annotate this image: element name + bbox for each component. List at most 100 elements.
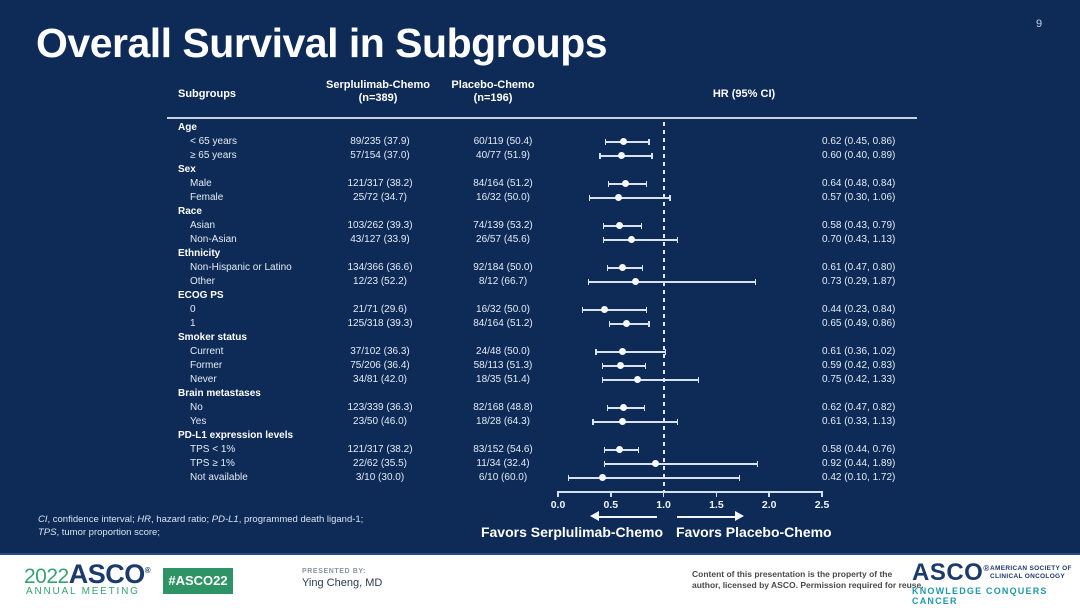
table-header-rule — [167, 117, 917, 119]
table-row: Asian 103/262 (39.3) 74/139 (53.2) 0.58 (0.… — [0, 219, 1080, 233]
table-row: Race — [0, 205, 1080, 219]
ci-cap-low — [581, 307, 584, 313]
x-axis-tick — [821, 491, 823, 497]
row-label: Current — [190, 346, 224, 357]
row-label: ≥ 65 years — [190, 150, 237, 161]
column-header-arm1-n: (n=389) — [358, 92, 398, 104]
table-row: 0 21/71 (29.6) 16/32 (50.0) 0.44 (0.23, 0.8… — [0, 303, 1080, 317]
hr-point — [598, 474, 606, 481]
hr-point — [600, 306, 608, 313]
hr-point — [615, 446, 623, 453]
ci-cap-high — [669, 195, 671, 201]
favors-right-arrow-line — [677, 516, 735, 518]
hr-point — [618, 418, 626, 425]
table-row: Sex — [0, 163, 1080, 177]
row-label: Former — [190, 360, 223, 371]
ci-cap-high — [697, 377, 700, 383]
arm2-value: 24/48 (50.0) — [476, 346, 530, 357]
ci-cap-low — [601, 377, 604, 383]
hr-value: 0.61 (0.36, 1.02) — [822, 346, 896, 357]
row-label: < 65 years — [190, 136, 237, 147]
hr-point — [618, 264, 626, 271]
footnote-line2: TPS, tumor proportion score; — [38, 526, 160, 538]
column-header-arm1: Serplulimab-Chemo (n=389) — [303, 79, 453, 105]
disclaimer: Content of this presentation is the prop… — [692, 569, 924, 590]
table-row: Yes 23/50 (46.0) 18/28 (64.3) 0.61 (0.33, 1… — [0, 415, 1080, 429]
hr-point — [619, 138, 627, 145]
ci-whisker — [568, 477, 740, 479]
hr-point — [614, 194, 622, 201]
hr-value: 0.92 (0.44, 1.89) — [822, 458, 896, 469]
arm1-value: 57/154 (37.0) — [350, 150, 410, 161]
hr-value: 0.59 (0.42, 0.83) — [822, 360, 896, 371]
arm2-value: 74/139 (53.2) — [473, 220, 533, 231]
hashtag-badge: #ASCO22 — [163, 568, 233, 594]
ci-cap-low — [602, 223, 605, 229]
favors-left-label: Favors Serplulimab-Chemo — [480, 524, 663, 540]
x-axis-tick — [557, 491, 559, 497]
logo-asco-wordmark: ASCO® — [68, 559, 151, 589]
arm2-value: 6/10 (60.0) — [478, 472, 528, 483]
arm1-value: 3/10 (30.0) — [355, 472, 405, 483]
hr-value: 0.57 (0.30, 1.06) — [822, 192, 896, 203]
ci-whisker — [604, 463, 758, 465]
x-axis-tick-label: 2.0 — [761, 499, 777, 511]
ci-whisker — [600, 155, 652, 157]
ci-cap-high — [640, 223, 643, 229]
hr-value: 0.65 (0.49, 0.86) — [822, 318, 896, 329]
row-label: Sex — [178, 164, 196, 175]
ci-cap-low — [603, 461, 606, 467]
x-axis-tick-label: 1.5 — [709, 499, 724, 511]
ci-cap-low — [603, 447, 606, 453]
arm2-value: 58/113 (51.3) — [473, 360, 533, 371]
ci-cap-low — [604, 139, 607, 145]
ci-cap-high — [648, 139, 650, 145]
hr-point — [623, 320, 631, 327]
favors-right-arrow-icon — [735, 511, 744, 521]
x-axis-tick — [610, 491, 612, 497]
column-header-hr: HR (95% CI) — [712, 88, 776, 100]
hr-point — [617, 152, 625, 159]
row-label: Non-Hispanic or Latino — [190, 262, 292, 273]
hr-value: 0.58 (0.44, 0.76) — [822, 444, 896, 455]
ci-whisker — [605, 141, 649, 143]
table-row: Male 121/317 (38.2) 84/164 (51.2) 0.64 (0.4… — [0, 177, 1080, 191]
row-label: Age — [178, 122, 197, 133]
footnote-line1: CI, confidence interval; HR, hazard rati… — [38, 514, 364, 525]
x-axis-tick-label: 2.5 — [814, 499, 830, 511]
ci-cap-low — [606, 405, 609, 411]
row-label: No — [190, 402, 203, 413]
row-label: ECOG PS — [178, 290, 224, 301]
ci-cap-low — [592, 419, 594, 425]
arm2-value: 8/12 (66.7) — [478, 276, 528, 287]
x-axis-tick — [768, 491, 770, 497]
hr-point — [631, 278, 639, 285]
hr-point — [628, 236, 636, 243]
hr-value: 0.62 (0.47, 0.82) — [822, 402, 896, 413]
arm1-value: 121/317 (38.2) — [347, 178, 413, 189]
arm2-value: 18/28 (64.3) — [476, 416, 530, 427]
row-label: Yes — [190, 416, 207, 427]
ci-whisker — [602, 379, 699, 381]
hr-point — [616, 362, 624, 369]
arm2-value: 18/35 (51.4) — [476, 374, 530, 385]
hr-point — [622, 180, 630, 187]
ci-cap-low — [601, 363, 604, 369]
x-axis-tick-label: 0.5 — [603, 499, 619, 511]
arm2-value: 40/77 (51.9) — [476, 150, 530, 161]
arm1-value: 75/206 (36.4) — [350, 360, 410, 371]
ci-whisker — [592, 421, 678, 423]
disclaimer-line1: Content of this presentation is the prop… — [692, 569, 893, 579]
row-label: Other — [190, 276, 216, 287]
arm1-value: 89/235 (37.9) — [350, 136, 410, 147]
arm1-value: 23/50 (46.0) — [353, 416, 407, 427]
table-row: Female 25/72 (34.7) 16/32 (50.0) 0.57 (0.30… — [0, 191, 1080, 205]
ci-cap-high — [651, 153, 653, 159]
table-row: Other 12/23 (52.2) 8/12 (66.7) 0.73 (0.29, … — [0, 275, 1080, 289]
arm2-value: 84/164 (51.2) — [473, 318, 533, 329]
column-header-subgroups: Subgroups — [178, 88, 237, 100]
row-label: PD-L1 expression levels — [178, 430, 294, 441]
arm2-value: 92/184 (50.0) — [473, 262, 533, 273]
page-title: Overall Survival in Subgroups — [36, 20, 608, 66]
